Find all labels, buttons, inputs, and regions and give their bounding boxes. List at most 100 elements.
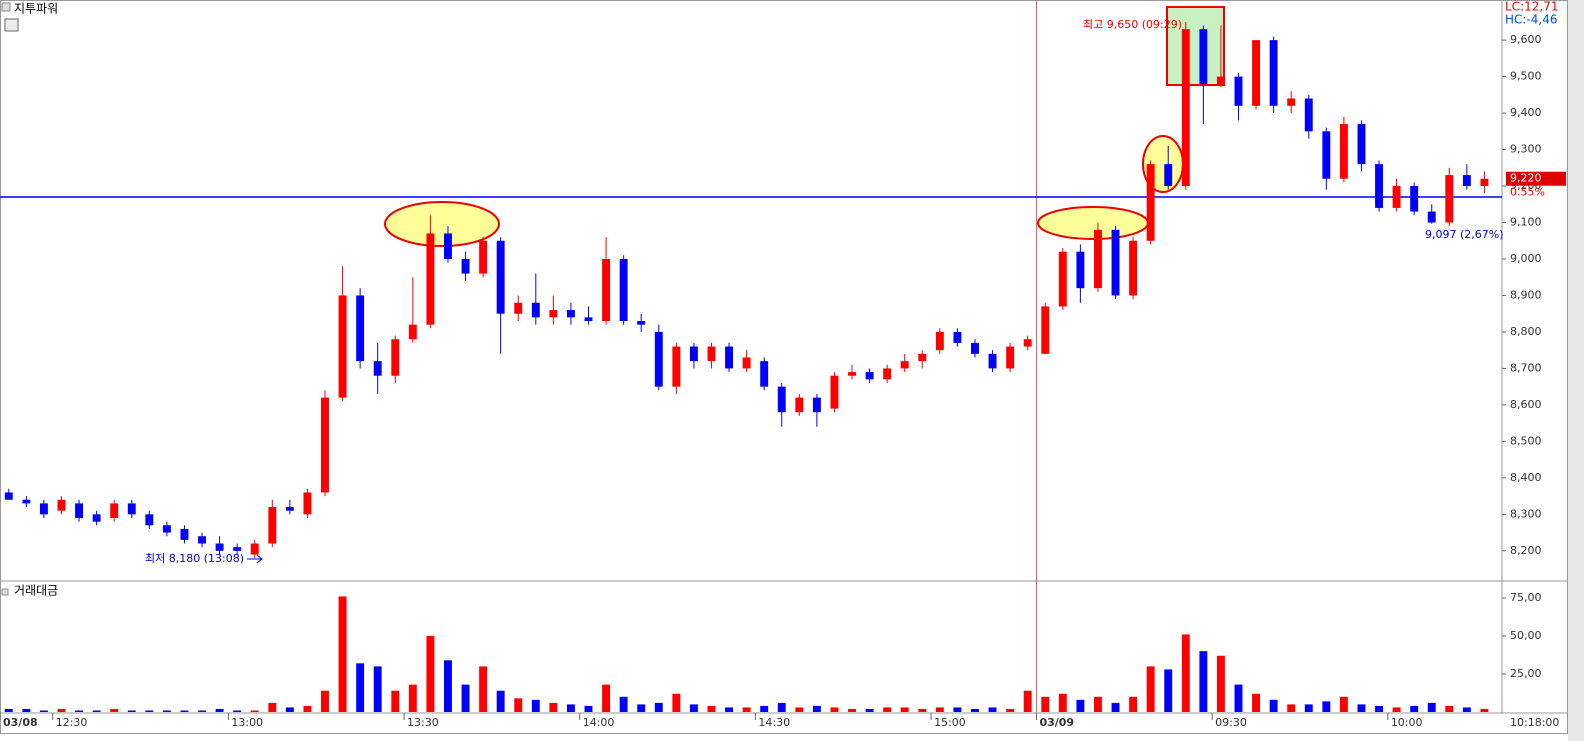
volume-bar	[1252, 693, 1261, 712]
y-tick-label: 9,100	[1510, 216, 1542, 229]
candle-body	[654, 331, 663, 387]
candle-body	[637, 321, 646, 325]
lc-label: LC:12,71	[1505, 0, 1558, 14]
y-tick-label: 9,500	[1510, 70, 1542, 83]
candle-body	[461, 258, 470, 274]
volume-bar	[1322, 701, 1331, 712]
candle-body	[408, 324, 417, 340]
candle-body	[514, 302, 523, 314]
candle-body	[1234, 76, 1243, 106]
volume-bar	[795, 707, 804, 712]
x-tick-label: 03/09	[1039, 716, 1074, 729]
volume-bar	[1129, 696, 1138, 712]
candle-body	[1287, 98, 1296, 106]
volume-bar	[356, 663, 365, 712]
volume-bar	[215, 708, 224, 712]
volume-bar	[1357, 704, 1366, 712]
candle-body	[1094, 229, 1102, 289]
volume-bar	[1058, 693, 1067, 712]
candle-body	[233, 547, 242, 551]
high-annotation: 최고 9,650 (09:29)	[1083, 18, 1182, 31]
candle-body	[848, 372, 856, 376]
volume-bar	[971, 708, 979, 712]
volume-bar	[444, 660, 452, 712]
candle-body	[672, 346, 681, 387]
pane-icon	[1, 2, 11, 12]
last-price-label: 9,220	[1510, 172, 1542, 185]
volume-bar	[707, 705, 716, 712]
candle-body	[830, 375, 839, 409]
volume-bar	[953, 707, 962, 712]
pane-icon	[1, 588, 9, 596]
volume-bar	[233, 710, 242, 712]
x-tick-label: 10:00	[1391, 716, 1423, 729]
volume-bar	[672, 693, 681, 712]
x-tick-label: 14:30	[758, 716, 790, 729]
scroll-strip	[1568, 0, 1584, 741]
volume-bar	[1216, 655, 1225, 712]
volume-bar	[1410, 705, 1419, 712]
candle-body	[1023, 339, 1032, 347]
candle-body	[988, 353, 997, 369]
candle-body	[1392, 186, 1401, 208]
candle-body	[1006, 346, 1015, 369]
volume-bar	[1164, 669, 1173, 712]
volume-bar	[848, 708, 856, 712]
pane-title: 거래대금	[14, 584, 58, 598]
candle-body	[1375, 164, 1383, 208]
volume-bar	[1375, 705, 1383, 712]
candle-body	[268, 507, 277, 544]
volume-bar	[830, 707, 839, 712]
candle-body	[1181, 29, 1190, 187]
candle-body	[373, 361, 382, 376]
candle-body	[1462, 175, 1471, 187]
volume-bar	[760, 705, 769, 712]
candle-body	[795, 397, 804, 413]
volume-bar	[1269, 699, 1278, 712]
volume-bar	[1287, 704, 1296, 712]
volume-bar	[566, 704, 575, 712]
candle-body	[935, 331, 944, 351]
volume-bar	[127, 710, 136, 712]
candle-body	[356, 295, 365, 362]
volume-bar	[900, 707, 909, 712]
volume-bar	[75, 710, 84, 712]
highlight-ellipse	[384, 201, 500, 247]
y-tick-label: 9,000	[1510, 252, 1542, 265]
candle-body	[75, 503, 84, 518]
volume-bar	[637, 704, 646, 712]
volume-bar	[408, 684, 417, 712]
candle-body	[566, 310, 575, 318]
candle-body	[1111, 229, 1120, 296]
candle-body	[338, 295, 347, 398]
candle-body	[1339, 124, 1348, 179]
volume-bar	[321, 690, 329, 712]
y-tick-label: 8,300	[1510, 507, 1542, 520]
candle-body	[602, 258, 611, 322]
volume-bar	[619, 696, 628, 712]
candle-body	[479, 240, 488, 274]
volume-bar	[1041, 696, 1050, 712]
volume-bar	[584, 705, 593, 712]
volume-bar	[1181, 634, 1190, 712]
candle-body	[303, 492, 312, 515]
change-label: 0.55%	[1510, 186, 1545, 199]
candle-body	[1322, 131, 1331, 179]
volume-bar	[1199, 651, 1208, 712]
volume-bar	[1111, 702, 1120, 712]
y-tick-label: 8,600	[1510, 398, 1542, 411]
candle-body	[426, 233, 435, 325]
candle-body	[619, 258, 628, 322]
candle-body	[4, 492, 13, 500]
volume-bar	[1146, 666, 1155, 712]
volume-bar	[145, 710, 154, 712]
pane-title: 지투파워	[14, 2, 58, 16]
last-price-box	[1506, 171, 1566, 186]
y-tick-label: 8,400	[1510, 471, 1542, 484]
volume-bar	[531, 699, 540, 712]
volume-bar	[1006, 708, 1015, 712]
y-tick-label: 8,200	[1510, 544, 1542, 557]
volume-bar	[4, 708, 13, 712]
candle-body	[1357, 124, 1366, 165]
